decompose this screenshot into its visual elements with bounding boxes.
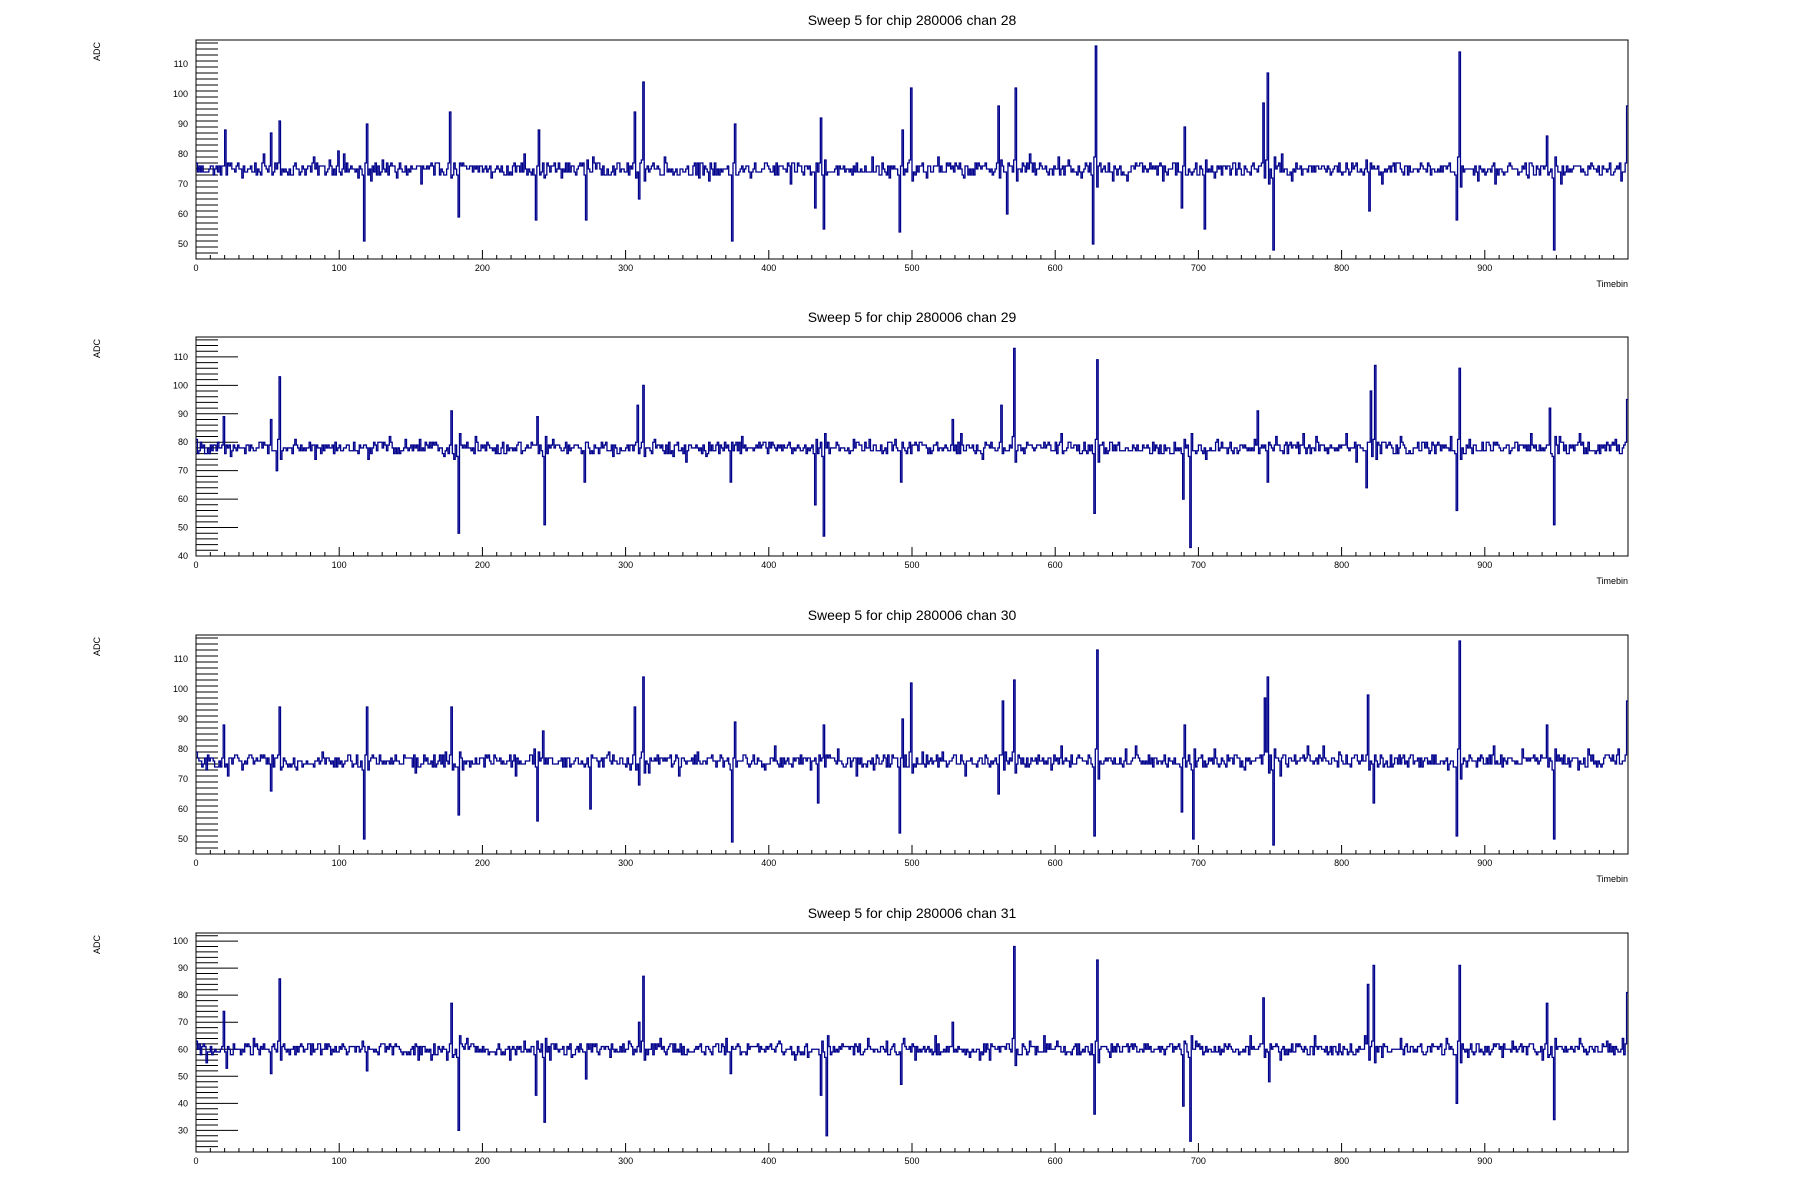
plot-frame — [196, 933, 1628, 1152]
x-tick-label: 200 — [475, 263, 490, 273]
x-tick-label: 600 — [1048, 560, 1063, 570]
x-tick-label: 900 — [1477, 263, 1492, 273]
chart-panel-2: Sweep 5 for chip 280006 chan 30 ADC Timebi… — [92, 607, 1628, 884]
chart-title: Sweep 5 for chip 280006 chan 31 — [808, 905, 1017, 921]
x-tick-label: 900 — [1477, 858, 1492, 868]
x-tick-label: 400 — [761, 560, 776, 570]
y-tick-label: 100 — [173, 684, 188, 694]
y-tick-label: 40 — [178, 551, 188, 561]
x-tick-label: 300 — [618, 263, 633, 273]
y-tick-label: 80 — [178, 990, 188, 1000]
x-tick-label: 500 — [904, 560, 919, 570]
x-tick-label: 100 — [332, 263, 347, 273]
x-tick-label: 0 — [193, 1156, 198, 1166]
y-tick-label: 60 — [178, 494, 188, 504]
x-axis-label: Timebin — [1596, 279, 1628, 289]
x-axis-label: Timebin — [1596, 576, 1628, 586]
y-tick-label: 70 — [178, 466, 188, 476]
x-tick-label: 0 — [193, 858, 198, 868]
x-tick-label: 800 — [1334, 858, 1349, 868]
data-trace — [196, 641, 1628, 845]
x-tick-label: 900 — [1477, 1156, 1492, 1166]
x-tick-label: 0 — [193, 263, 198, 273]
data-trace — [196, 46, 1628, 250]
y-tick-label: 100 — [173, 936, 188, 946]
y-tick-label: 90 — [178, 119, 188, 129]
x-tick-label: 700 — [1191, 1156, 1206, 1166]
y-axis-label: ADC — [92, 637, 102, 657]
y-axis-label: ADC — [92, 42, 102, 62]
y-tick-label: 90 — [178, 409, 188, 419]
x-tick-label: 100 — [332, 1156, 347, 1166]
x-tick-label: 500 — [904, 858, 919, 868]
x-axis-label: Timebin — [1596, 874, 1628, 884]
y-tick-label: 50 — [178, 834, 188, 844]
y-tick-label: 70 — [178, 774, 188, 784]
x-tick-label: 600 — [1048, 1156, 1063, 1166]
data-trace — [196, 348, 1628, 547]
x-tick-label: 200 — [475, 1156, 490, 1166]
chart-panel-3: Sweep 5 for chip 280006 chan 31ADCTimebi… — [92, 905, 1628, 1172]
x-tick-label: 600 — [1048, 263, 1063, 273]
x-tick-label: 200 — [475, 560, 490, 570]
y-tick-label: 110 — [174, 654, 188, 664]
x-tick-label: 700 — [1191, 858, 1206, 868]
x-tick-label: 100 — [332, 858, 347, 868]
y-tick-label: 40 — [178, 1098, 188, 1108]
x-tick-label: 800 — [1334, 560, 1349, 570]
x-tick-label: 500 — [904, 1156, 919, 1166]
x-tick-label: 900 — [1477, 560, 1492, 570]
x-tick-label: 400 — [761, 1156, 776, 1166]
y-tick-label: 100 — [173, 380, 188, 390]
y-tick-label: 50 — [178, 523, 188, 533]
chart-title: Sweep 5 for chip 280006 chan 29 — [808, 309, 1017, 325]
y-tick-label: 30 — [178, 1125, 188, 1135]
data-trace — [196, 947, 1628, 1142]
y-tick-label: 80 — [178, 744, 188, 754]
y-axis-label: ADC — [92, 339, 102, 359]
x-tick-label: 100 — [332, 560, 347, 570]
y-tick-label: 50 — [178, 1071, 188, 1081]
y-tick-label: 100 — [173, 89, 188, 99]
x-tick-label: 400 — [761, 858, 776, 868]
y-tick-label: 90 — [178, 714, 188, 724]
x-tick-label: 0 — [193, 560, 198, 570]
x-tick-label: 300 — [618, 858, 633, 868]
y-tick-label: 60 — [178, 209, 188, 219]
y-tick-label: 110 — [174, 352, 188, 362]
x-tick-label: 800 — [1334, 1156, 1349, 1166]
y-tick-label: 60 — [178, 804, 188, 814]
x-tick-label: 500 — [904, 263, 919, 273]
y-tick-label: 80 — [178, 149, 188, 159]
y-axis-label: ADC — [92, 935, 102, 955]
x-tick-label: 800 — [1334, 263, 1349, 273]
y-tick-label: 80 — [178, 437, 188, 447]
y-tick-label: 90 — [178, 963, 188, 973]
x-tick-label: 400 — [761, 263, 776, 273]
chart-panel-0: Sweep 5 for chip 280006 chan 28 ADC Timebi… — [92, 12, 1628, 289]
y-tick-label: 70 — [178, 1017, 188, 1027]
chart-panel-1: Sweep 5 for chip 280006 chan 29 ADC Timebi… — [92, 309, 1628, 586]
y-tick-label: 60 — [178, 1044, 188, 1054]
y-tick-label: 50 — [178, 239, 188, 249]
x-tick-label: 600 — [1048, 858, 1063, 868]
y-tick-label: 110 — [174, 59, 188, 69]
x-tick-label: 300 — [618, 560, 633, 570]
chart-title: Sweep 5 for chip 280006 chan 30 — [808, 607, 1017, 623]
x-tick-label: 200 — [475, 858, 490, 868]
x-tick-label: 700 — [1191, 560, 1206, 570]
y-tick-label: 70 — [178, 179, 188, 189]
chart-title: Sweep 5 for chip 280006 chan 28 — [808, 12, 1017, 28]
x-tick-label: 700 — [1191, 263, 1206, 273]
x-tick-label: 300 — [618, 1156, 633, 1166]
